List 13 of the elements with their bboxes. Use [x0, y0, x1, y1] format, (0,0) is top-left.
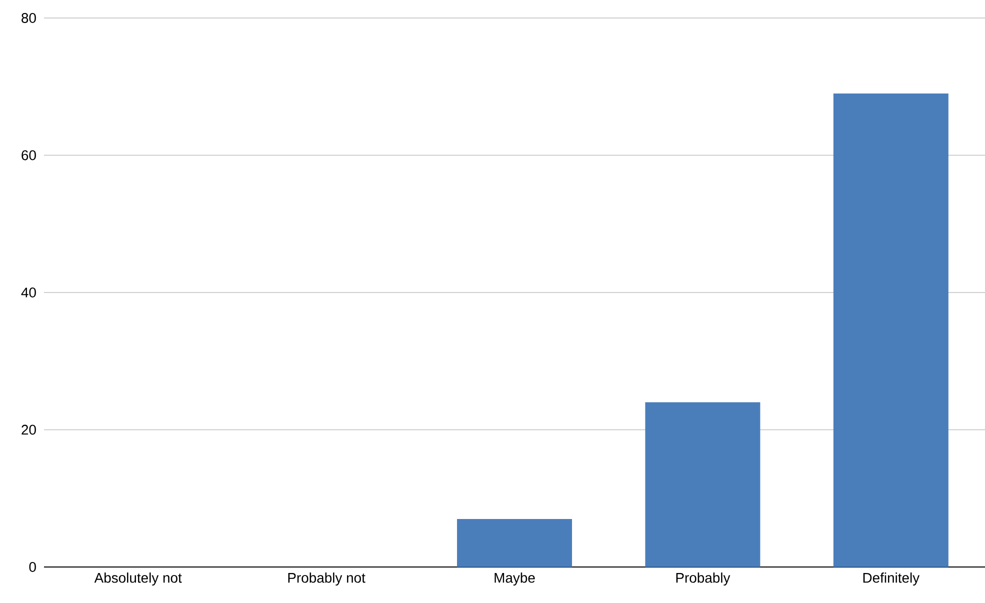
bar: [833, 93, 948, 567]
bar: [645, 402, 760, 567]
x-tick-label: Absolutely not: [94, 572, 182, 586]
bar: [457, 518, 572, 567]
x-tick-label: Definitely: [863, 572, 920, 586]
y-tick-label: 80: [22, 13, 36, 23]
y-tick-label: 0: [29, 562, 36, 572]
y-tick-label: 60: [22, 150, 36, 160]
x-tick-label: Maybe: [494, 572, 535, 586]
x-tick-label: Probably: [676, 572, 730, 586]
y-tick-label: 40: [21, 288, 36, 298]
y-tick-label: 20: [22, 424, 36, 435]
x-tick-label: Probably not: [288, 572, 366, 586]
